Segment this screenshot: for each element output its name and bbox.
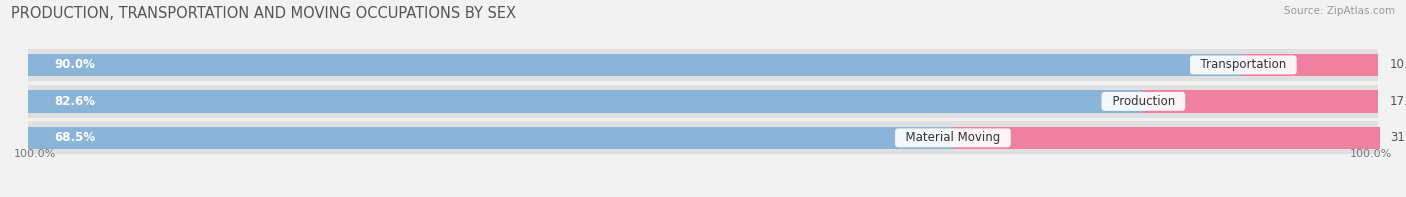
Bar — [1243, 54, 1378, 76]
Text: 82.6%: 82.6% — [55, 95, 96, 108]
Text: Production: Production — [1105, 95, 1182, 108]
Text: 31.6%: 31.6% — [1391, 131, 1406, 144]
Text: PRODUCTION, TRANSPORTATION AND MOVING OCCUPATIONS BY SEX: PRODUCTION, TRANSPORTATION AND MOVING OC… — [11, 6, 516, 21]
Bar — [28, 90, 1143, 113]
Bar — [28, 85, 1378, 118]
Text: Transportation: Transportation — [1192, 59, 1294, 72]
Bar — [953, 126, 1379, 149]
Text: 68.5%: 68.5% — [55, 131, 96, 144]
Text: Source: ZipAtlas.com: Source: ZipAtlas.com — [1284, 6, 1395, 16]
Text: 90.0%: 90.0% — [55, 59, 96, 72]
Bar — [1143, 90, 1378, 113]
Text: 100.0%: 100.0% — [14, 149, 56, 159]
Text: Material Moving: Material Moving — [898, 131, 1008, 144]
Text: 10.0%: 10.0% — [1389, 59, 1406, 72]
Text: 100.0%: 100.0% — [1350, 149, 1392, 159]
Legend: Male, Female: Male, Female — [634, 196, 772, 197]
Text: 17.4%: 17.4% — [1389, 95, 1406, 108]
Bar — [28, 121, 1378, 154]
Bar — [28, 48, 1378, 81]
Bar — [28, 54, 1243, 76]
Bar — [28, 126, 953, 149]
